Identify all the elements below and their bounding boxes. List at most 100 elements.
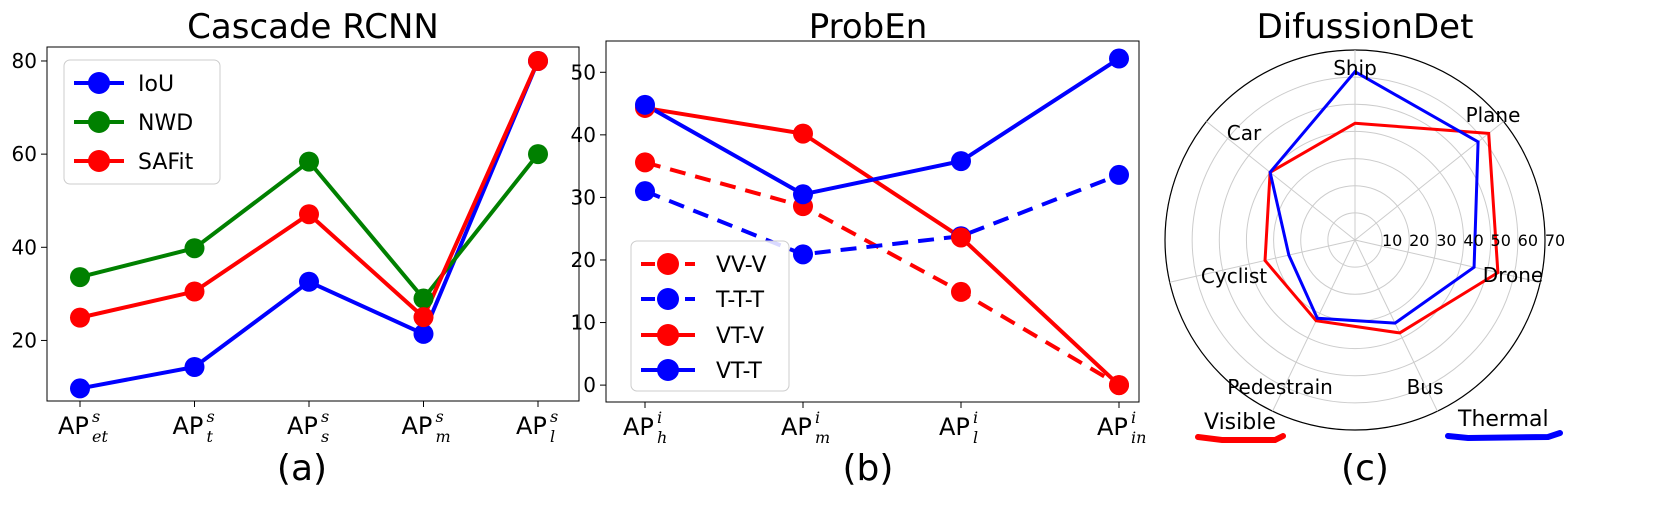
point-nwd xyxy=(299,151,319,172)
point-iou xyxy=(299,271,319,292)
x-tick-sub: t xyxy=(207,427,214,446)
point-iou xyxy=(413,323,434,344)
point-t-t-t xyxy=(793,244,813,265)
panel-b-caption: (b) xyxy=(843,448,894,489)
radar-category-label: Plane xyxy=(1466,103,1521,127)
radar-category-label: Ship xyxy=(1333,56,1377,80)
point-safit xyxy=(184,281,205,302)
legend-label-vv-v: VV-V xyxy=(716,253,767,278)
point-nwd xyxy=(528,144,548,165)
x-tick-base: AP xyxy=(939,413,970,441)
radar-series-thermal xyxy=(1268,69,1480,325)
x-tick-sub: h xyxy=(657,428,667,447)
point-vt-t xyxy=(793,184,813,205)
point-vt-t xyxy=(635,94,655,115)
radar-spoke xyxy=(1272,239,1356,412)
panel-a-y-ticks: 20 40 60 80 xyxy=(12,49,47,352)
x-tick-base: AP xyxy=(402,412,433,440)
legend-label-vt-t: VT-T xyxy=(716,359,762,384)
radar-category-label: Drone xyxy=(1483,263,1543,287)
radar-category-label: Car xyxy=(1227,121,1262,145)
point-nwd xyxy=(70,267,90,288)
y-tick-label: 80 xyxy=(12,49,37,73)
radar-tick-label: 10 xyxy=(1382,231,1402,250)
y-tick-label: 40 xyxy=(571,123,596,147)
radar-tick-label: 30 xyxy=(1436,231,1456,250)
radar-tick-label: 40 xyxy=(1463,231,1483,250)
x-tick-label: AP ss xyxy=(287,407,329,446)
radar-category-label: Bus xyxy=(1407,375,1444,399)
y-tick-label: 10 xyxy=(571,311,596,335)
radar-spoke xyxy=(1354,239,1438,412)
legend-marker-safit xyxy=(88,150,110,172)
point-safit xyxy=(528,50,548,71)
panel-a-series xyxy=(70,50,548,399)
radar-spoke xyxy=(1354,121,1504,241)
point-vt-t xyxy=(1109,48,1129,69)
legend-label-safit: SAFit xyxy=(138,150,194,175)
x-tick-label: AP im xyxy=(781,408,830,447)
panel-a-caption: (a) xyxy=(277,448,327,489)
x-tick-sup: s xyxy=(207,407,215,426)
legend-label-thermal: Thermal xyxy=(1457,407,1549,432)
panel-a-x-labels: AP set AP st AP ss AP sm AP sl xyxy=(58,401,558,446)
y-tick-label: 20 xyxy=(12,328,37,352)
radar-category-label: Cyclist xyxy=(1201,264,1267,288)
point-vv-v xyxy=(951,281,971,302)
panel-a-title: Cascade RCNN xyxy=(187,7,439,47)
x-tick-base: AP xyxy=(623,413,654,441)
legend-marker-vt-t xyxy=(657,359,679,381)
x-tick-sub: m xyxy=(815,428,830,447)
radar-tick-label: 20 xyxy=(1409,231,1429,250)
x-tick-label: AP st xyxy=(173,407,215,446)
series-line-vv-v xyxy=(644,160,1121,387)
point-vt-v xyxy=(1109,375,1129,396)
y-tick-label: 20 xyxy=(571,248,596,272)
panel-c-legend: Visible Thermal xyxy=(1195,407,1563,443)
legend-label-nwd: NWD xyxy=(138,111,193,136)
x-tick-base: AP xyxy=(287,412,318,440)
legend-marker-vt-v xyxy=(657,324,679,346)
legend-label-visible: Visible xyxy=(1204,410,1276,435)
point-iou xyxy=(70,378,90,399)
point-iou xyxy=(184,356,205,377)
x-tick-label: AP set xyxy=(58,407,108,446)
legend-label-vt-v: VT-V xyxy=(716,324,764,349)
panel-c-category-labels: Ship Plane Drone Bus Pedestrain Cyclist Car xyxy=(1201,56,1543,399)
panel-b-x-labels: AP ih AP im AP il AP iin xyxy=(623,402,1146,447)
panel-c-title: DifussionDet xyxy=(1257,7,1474,47)
x-tick-sup: s xyxy=(92,407,100,426)
x-tick-sup: i xyxy=(815,408,820,427)
point-t-t-t xyxy=(635,181,655,202)
radar-tick-label: 50 xyxy=(1491,231,1511,250)
panel-b-y-ticks: 0 10 20 30 40 50 xyxy=(571,60,606,397)
point-vt-v xyxy=(951,227,971,248)
radar-spoke xyxy=(1169,239,1356,283)
legend-marker-nwd xyxy=(88,111,110,133)
panel-c: DifussionDet Ship Plane Drone Bus Pedestrain… xyxy=(1164,7,1565,489)
x-tick-label: AP il xyxy=(939,408,978,447)
x-tick-sup: s xyxy=(550,407,558,426)
x-tick-sub: l xyxy=(973,428,978,447)
legend-label-iou: IoU xyxy=(138,72,174,97)
point-nwd xyxy=(184,238,205,259)
legend-swatch-thermal xyxy=(1445,430,1563,442)
point-safit xyxy=(299,204,319,225)
x-tick-label: AP iin xyxy=(1097,408,1146,447)
panel-b-legend: VV-V T-T-T VT-V VT-T xyxy=(630,240,790,392)
x-tick-sup: s xyxy=(436,407,444,426)
y-tick-label: 50 xyxy=(571,60,596,84)
x-tick-sup: i xyxy=(1131,408,1136,427)
x-tick-base: AP xyxy=(781,413,812,441)
x-tick-label: AP sm xyxy=(402,407,451,446)
point-t-t-t xyxy=(1109,164,1129,185)
point-nwd xyxy=(413,288,434,309)
series-line-t-t-t xyxy=(644,173,1120,257)
y-tick-label: 30 xyxy=(571,185,596,209)
x-tick-sub: m xyxy=(436,427,451,446)
point-vt-t xyxy=(951,151,971,172)
y-tick-label: 60 xyxy=(12,142,37,166)
